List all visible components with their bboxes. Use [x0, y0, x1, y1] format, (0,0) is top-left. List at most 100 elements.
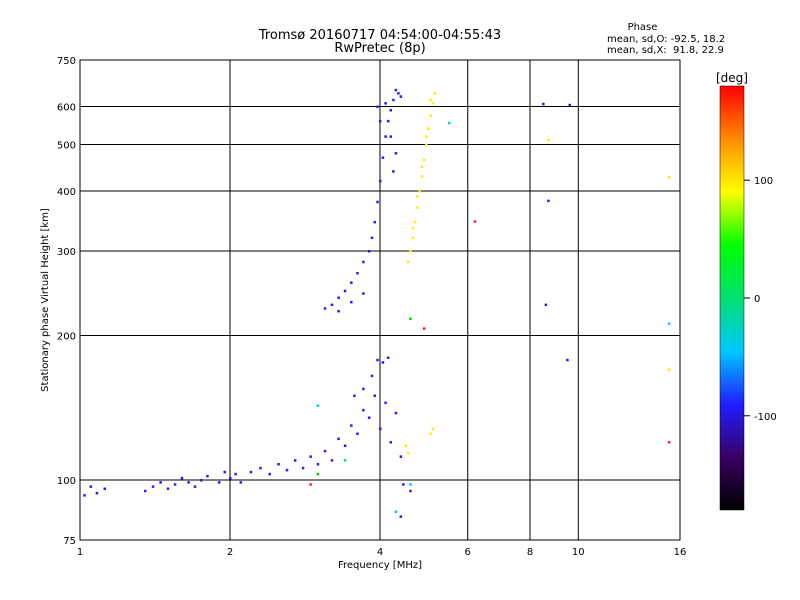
- data-point: [343, 289, 347, 293]
- data-point: [384, 135, 387, 138]
- data-point: [384, 401, 387, 405]
- data-point: [667, 322, 671, 325]
- data-point: [416, 195, 419, 198]
- data-point: [268, 472, 271, 476]
- y-tick-label: 600: [57, 103, 76, 114]
- data-point: [259, 466, 262, 470]
- data-point: [394, 152, 398, 155]
- x-tick-label: 1: [77, 547, 83, 558]
- data-point: [316, 404, 320, 407]
- data-point: [337, 437, 340, 441]
- y-axis-label: Stationary phase Virtual Height [km]: [40, 208, 51, 392]
- colorbar-label: [deg]: [716, 71, 748, 85]
- data-point: [301, 466, 305, 470]
- data-point: [389, 135, 393, 138]
- data-point: [402, 483, 405, 486]
- data-point: [667, 368, 671, 371]
- data-point: [229, 476, 232, 480]
- chart-subtitle: RwPretec (8p): [334, 41, 426, 56]
- data-point: [362, 292, 365, 295]
- data-point: [427, 127, 430, 130]
- data-point: [447, 121, 451, 125]
- y-tick-label: 300: [57, 247, 76, 258]
- data-point: [293, 459, 297, 462]
- data-point: [83, 494, 86, 497]
- data-point: [356, 432, 359, 436]
- data-point: [166, 487, 170, 491]
- data-point: [362, 260, 365, 264]
- data-point: [323, 307, 327, 310]
- data-point: [285, 468, 289, 472]
- data-point: [425, 143, 428, 147]
- data-point: [373, 220, 377, 224]
- data-point: [406, 260, 410, 264]
- data-point: [399, 455, 403, 458]
- data-point: [389, 109, 393, 112]
- data-point: [277, 462, 280, 466]
- data-point: [173, 483, 177, 486]
- data-point: [392, 98, 395, 102]
- data-point: [103, 487, 107, 491]
- data-point: [330, 459, 334, 462]
- data-point: [234, 472, 237, 476]
- data-point: [431, 102, 435, 105]
- data-point: [316, 472, 320, 476]
- data-point: [394, 411, 398, 415]
- data-point: [566, 358, 569, 362]
- data-point: [379, 427, 382, 431]
- colorbar: [719, 85, 745, 511]
- x-tick-label: 10: [572, 547, 585, 558]
- data-point: [350, 281, 353, 284]
- data-point: [394, 88, 398, 92]
- data-point: [381, 361, 385, 364]
- data-point: [373, 394, 377, 398]
- data-point: [223, 470, 227, 474]
- data-point: [667, 441, 671, 444]
- data-point: [206, 474, 209, 478]
- data-point: [217, 481, 221, 484]
- data-point: [193, 485, 197, 488]
- y-tick-label: 750: [57, 56, 76, 67]
- data-point: [187, 481, 190, 484]
- data-point: [330, 303, 334, 307]
- data-point: [343, 444, 347, 448]
- data-point: [143, 489, 147, 493]
- data-point: [422, 158, 426, 162]
- data-point: [362, 387, 365, 391]
- data-point: [392, 170, 395, 173]
- data-point: [547, 199, 550, 203]
- data-point: [429, 432, 432, 436]
- data-point: [420, 174, 424, 178]
- data-point: [362, 408, 365, 412]
- y-tick-label: 400: [57, 187, 76, 198]
- data-point: [309, 483, 312, 486]
- data-point: [249, 470, 253, 474]
- data-point: [337, 309, 340, 313]
- data-point: [376, 358, 379, 362]
- colorbar-tick-label: 100: [754, 176, 773, 187]
- y-tick-label: 100: [57, 476, 76, 487]
- data-point: [353, 394, 356, 398]
- data-point: [542, 102, 545, 106]
- data-point: [379, 119, 382, 123]
- data-point: [416, 206, 419, 209]
- data-point: [418, 190, 421, 193]
- data-point: [409, 317, 412, 321]
- x-tick-label: 2: [227, 547, 233, 558]
- data-point: [667, 175, 671, 179]
- data-point: [399, 515, 403, 518]
- data-point: [337, 296, 340, 300]
- data-point: [356, 271, 359, 275]
- data-point: [239, 481, 243, 484]
- data-point: [406, 451, 410, 455]
- data-point: [422, 327, 426, 330]
- data-point: [323, 449, 327, 453]
- data-point: [409, 489, 412, 493]
- data-point: [409, 250, 412, 253]
- data-point: [433, 92, 437, 95]
- data-point: [386, 356, 390, 359]
- data-point: [376, 105, 379, 109]
- data-point: [343, 459, 347, 462]
- data-point: [413, 220, 417, 224]
